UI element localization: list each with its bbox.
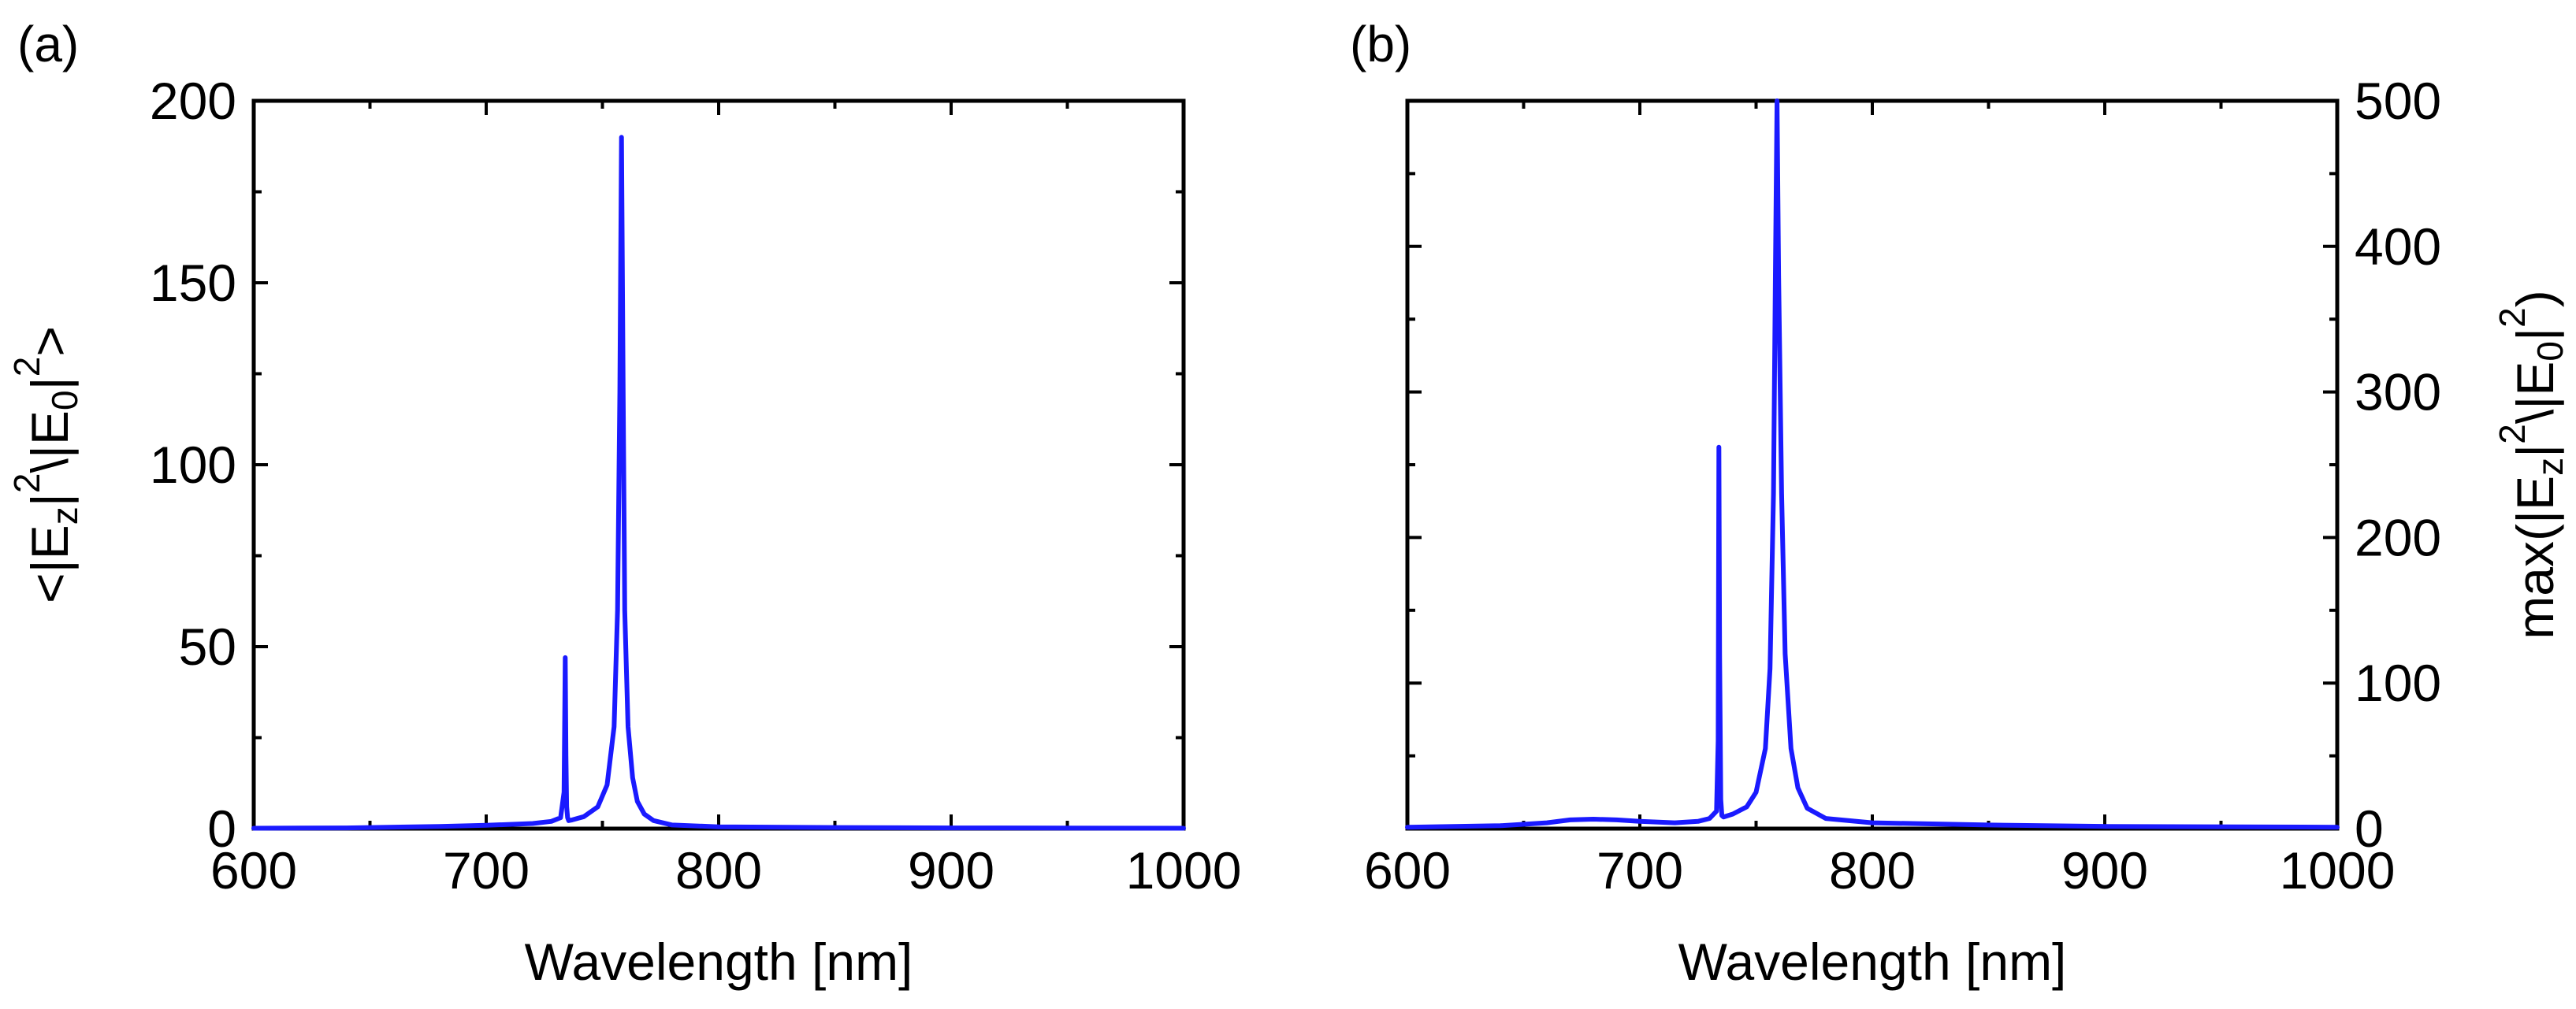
y-title-text: \|E (20, 410, 79, 473)
y-title-text: max(|E (2506, 476, 2564, 640)
y-title-superscript: 2 (6, 357, 47, 377)
x-tick-label: 1000 (2280, 841, 2396, 900)
tick-marks-a (252, 99, 1185, 830)
y-tick-label: 300 (2355, 363, 2441, 421)
x-tick-label: 700 (443, 841, 530, 900)
y-tick-label: 500 (2355, 72, 2441, 130)
x-tick-labels-a: 600 700 800 900 1000 (210, 841, 1241, 900)
y-title-text: | (20, 377, 79, 390)
y-tick-label: 100 (150, 436, 236, 494)
plot-frame-b (1405, 98, 2340, 831)
y-title-text: > (20, 326, 79, 357)
y-tick-label: 200 (2355, 508, 2441, 566)
y-tick-label: 400 (2355, 217, 2441, 276)
x-tick-labels-b: 600 700 800 900 1000 (1364, 841, 2395, 900)
x-tick-label: 800 (675, 841, 762, 900)
x-tick-label: 900 (908, 841, 994, 900)
y-title-subscript: z (2530, 458, 2570, 476)
plot-area-b (1405, 98, 2340, 830)
x-tick-label: 1000 (1126, 841, 1242, 900)
panel-label-b: (b) (1350, 16, 1411, 72)
y-tick-labels-b: 0 100 200 300 400 500 (2355, 72, 2441, 858)
y-title-superscript: 2 (6, 473, 47, 493)
y-title-text: ) (2506, 290, 2564, 307)
y-title-text: | (2506, 328, 2564, 341)
chart-panel-a: (a) 600 700 800 900 1000 0 50 100 150 200 Wavele… (6, 16, 1241, 991)
y-tick-label: 0 (2355, 799, 2384, 858)
plot-frame-a (251, 98, 1186, 831)
x-tick-label: 900 (2061, 841, 2148, 900)
series-line (251, 135, 1186, 831)
x-axis-title-b: Wavelength [nm] (1678, 933, 2067, 991)
y-axis-title-b: max(|Ez​|2​\|E0​|2​) (2492, 290, 2570, 639)
y-tick-label: 0 (207, 799, 236, 858)
panel-label-a: (a) (17, 16, 79, 72)
tick-marks-b (1406, 99, 2339, 830)
y-tick-label: 200 (150, 72, 236, 130)
y-title-subscript: 0 (44, 390, 85, 410)
x-axis-title-a: Wavelength [nm] (525, 933, 913, 991)
y-tick-label: 50 (179, 618, 236, 676)
x-tick-label: 800 (1829, 841, 1916, 900)
y-title-text: | (2506, 444, 2564, 458)
x-tick-label: 600 (210, 841, 297, 900)
y-title-subscript: z (44, 506, 85, 525)
y-tick-labels-a: 0 50 100 150 200 (150, 72, 236, 858)
y-axis-title-a: <|Ez​|2​\|E0​|2​> (6, 326, 85, 603)
y-title-text: <|E (20, 525, 79, 603)
y-title-text: \|E (2506, 362, 2564, 425)
y-title-superscript: 2 (2492, 424, 2533, 444)
y-title-text: | (20, 493, 79, 506)
chart-panel-b: (b) 600 700 800 900 1000 0 100 200 300 400 500 Wa… (1350, 16, 2570, 991)
x-tick-label: 600 (1364, 841, 1451, 900)
y-tick-label: 150 (150, 254, 236, 312)
plot-area-a (251, 135, 1186, 831)
y-tick-label: 100 (2355, 654, 2441, 712)
y-title-subscript: 0 (2530, 341, 2570, 362)
x-tick-label: 700 (1597, 841, 1683, 900)
series-line (1405, 98, 2340, 830)
y-title-superscript: 2 (2492, 307, 2533, 328)
